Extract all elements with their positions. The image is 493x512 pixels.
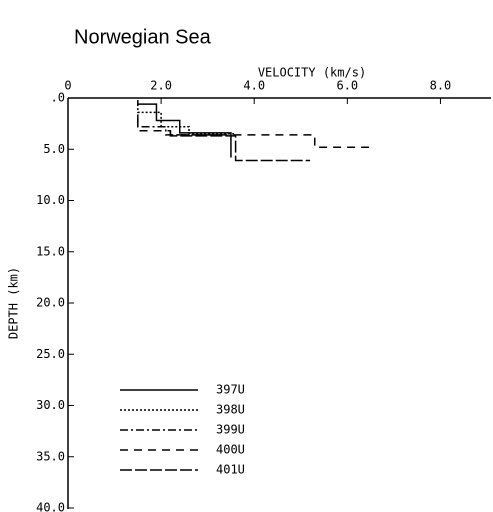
y-axis-label: DEPTH (km) — [7, 267, 21, 339]
y-tick-label: 25.0 — [36, 347, 65, 361]
data-line — [137, 118, 371, 148]
x-tick-label: 0 — [64, 79, 71, 93]
x-tick-label: 2.0 — [150, 79, 172, 93]
y-tick-label: 5.0 — [43, 142, 65, 156]
data-line — [169, 130, 311, 162]
x-tick-label: 8.0 — [430, 79, 452, 93]
legend-label: 401U — [216, 463, 245, 477]
x-axis-label: VELOCITY (km/s) — [258, 66, 366, 80]
legend-label: 398U — [216, 403, 245, 417]
y-tick-label: 35.0 — [36, 449, 65, 463]
y-tick-label: 40.0 — [36, 501, 65, 512]
x-tick-label: 4.0 — [243, 79, 265, 93]
y-tick-label: 30.0 — [36, 398, 65, 412]
y-tick-label: 15.0 — [36, 244, 65, 258]
data-line — [137, 104, 236, 135]
data-line — [137, 100, 232, 158]
y-tick-label: .0 — [51, 91, 65, 105]
y-tick-label: 20.0 — [36, 296, 65, 310]
legend-label: 397U — [216, 383, 245, 397]
legend-label: 400U — [216, 443, 245, 457]
legend-label: 399U — [216, 423, 245, 437]
y-tick-label: 10.0 — [36, 193, 65, 207]
chart-title: Norwegian Sea — [74, 26, 212, 48]
x-tick-label: 6.0 — [336, 79, 358, 93]
